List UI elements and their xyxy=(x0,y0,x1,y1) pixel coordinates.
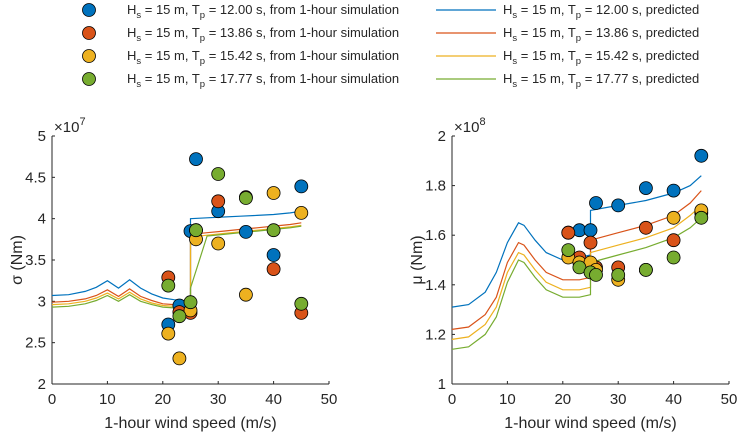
data-point xyxy=(189,223,203,238)
data-point xyxy=(694,148,709,163)
y-tick-label: 1 xyxy=(438,376,446,393)
y-tick-label: 1.6 xyxy=(425,227,446,244)
data-point xyxy=(172,351,187,366)
x-axis-label: 1-hour wind speed (m/s) xyxy=(104,415,277,432)
data-point xyxy=(583,235,598,250)
data-point xyxy=(666,210,681,225)
y-tick-label: 5 xyxy=(38,128,46,145)
legend-entry-sim: Hs = 15 m, Tp = 17.77 s, from 1-hour sim… xyxy=(82,71,399,90)
y-exponent: ×108 xyxy=(454,116,486,136)
y-tick-label: 1.8 xyxy=(425,178,446,195)
data-point xyxy=(238,287,253,302)
legend-entry-pred: Hs = 15 m, Tp = 15.42 s, predicted xyxy=(436,48,699,67)
data-point xyxy=(611,198,626,213)
data-point xyxy=(611,267,626,282)
x-tick-label: 20 xyxy=(554,391,571,408)
legend-label-sim: Hs = 15 m, Tp = 13.86 s, from 1-hour sim… xyxy=(127,25,399,44)
data-point xyxy=(189,152,203,167)
data-point xyxy=(238,224,253,239)
predicted-line xyxy=(451,204,702,340)
data-point xyxy=(211,194,226,209)
x-tick-label: 10 xyxy=(99,391,116,408)
data-point xyxy=(266,248,281,262)
data-point xyxy=(694,210,709,225)
data-point xyxy=(294,179,309,194)
legend-label-sim: Hs = 15 m, Tp = 17.77 s, from 1-hour sim… xyxy=(127,71,399,90)
legend-label-sim: Hs = 15 m, Tp = 12.00 s, from 1-hour sim… xyxy=(127,2,399,21)
legend-label-pred: Hs = 15 m, Tp = 12.00 s, predicted xyxy=(503,2,699,21)
data-point xyxy=(294,296,309,311)
data-point xyxy=(294,205,309,220)
data-point xyxy=(561,225,576,240)
data-point xyxy=(238,191,253,205)
data-point xyxy=(161,278,176,293)
data-point xyxy=(266,262,281,277)
y-tick-label: 2 xyxy=(438,128,446,145)
legend-marker xyxy=(82,72,96,86)
legend: Hs = 15 m, Tp = 12.00 s, from 1-hour sim… xyxy=(82,2,699,90)
predicted-line xyxy=(51,222,302,307)
legend-label-pred: Hs = 15 m, Tp = 15.42 s, predicted xyxy=(503,48,699,67)
y-exponent: ×107 xyxy=(54,116,86,136)
predicted-line xyxy=(51,225,302,310)
data-point xyxy=(211,167,226,181)
data-point xyxy=(639,262,653,277)
legend-label-pred: Hs = 15 m, Tp = 17.77 s, predicted xyxy=(503,71,699,90)
legend-entry-sim: Hs = 15 m, Tp = 13.86 s, from 1-hour sim… xyxy=(82,25,399,44)
mu-plot: 0 10 20 30 40 50 1 1.2 1.4 1.6 1.8 2 ×108 1-hour wind… xyxy=(409,116,737,432)
data-point xyxy=(666,233,681,248)
data-point xyxy=(666,250,681,265)
legend-label-pred: Hs = 15 m, Tp = 13.86 s, predicted xyxy=(503,25,699,44)
x-tick-label: 20 xyxy=(154,391,171,408)
data-point xyxy=(211,236,226,251)
y-tick-label: 3 xyxy=(38,293,46,310)
y-axis-label: σ (Nm) xyxy=(9,235,26,285)
y-tick-label: 3.5 xyxy=(25,252,46,269)
data-point xyxy=(583,223,598,238)
x-tick-label: 50 xyxy=(321,391,338,408)
legend-marker xyxy=(82,49,96,63)
legend-marker xyxy=(82,26,96,40)
legend-entry-pred: Hs = 15 m, Tp = 17.77 s, predicted xyxy=(436,71,699,90)
legend-marker xyxy=(82,3,96,17)
data-point xyxy=(589,267,603,282)
x-tick-label: 10 xyxy=(499,391,516,408)
x-tick-label: 0 xyxy=(48,391,56,408)
predicted-line xyxy=(51,224,302,308)
data-point xyxy=(183,295,198,310)
x-tick-label: 50 xyxy=(721,391,738,408)
legend-label-sim: Hs = 15 m, Tp = 15.42 s, from 1-hour sim… xyxy=(127,48,399,67)
predicted-line xyxy=(451,175,702,308)
data-point xyxy=(266,223,281,238)
y-tick-label: 1.2 xyxy=(425,326,446,343)
legend-entry-pred: Hs = 15 m, Tp = 13.86 s, predicted xyxy=(436,25,699,44)
legend-entry-pred: Hs = 15 m, Tp = 12.00 s, predicted xyxy=(436,2,699,21)
legend-entry-sim: Hs = 15 m, Tp = 12.00 s, from 1-hour sim… xyxy=(82,2,399,21)
data-point xyxy=(266,186,281,200)
data-point xyxy=(561,243,576,258)
y-tick-label: 2 xyxy=(38,376,46,393)
y-axis-label: μ (Nm) xyxy=(409,235,426,284)
x-tick-label: 30 xyxy=(610,391,627,408)
x-tick-label: 30 xyxy=(210,391,227,408)
x-tick-label: 40 xyxy=(665,391,682,408)
sigma-plot: 0 10 20 30 40 50 2 2.5 3 3.5 4 4.5 5 ×107 1-hour wind … xyxy=(9,116,337,432)
y-tick-label: 1.4 xyxy=(425,277,446,294)
data-point xyxy=(161,326,176,341)
x-tick-label: 40 xyxy=(265,391,282,408)
data-point xyxy=(639,220,653,235)
x-tick-label: 0 xyxy=(448,391,456,408)
data-point xyxy=(589,196,603,210)
legend-entry-sim: Hs = 15 m, Tp = 15.42 s, from 1-hour sim… xyxy=(82,48,399,67)
data-point xyxy=(639,181,653,196)
data-point xyxy=(172,309,187,324)
predicted-line xyxy=(51,210,302,302)
y-tick-label: 4.5 xyxy=(25,169,46,186)
x-axis-label: 1-hour wind speed (m/s) xyxy=(504,415,677,432)
y-tick-label: 4 xyxy=(38,211,46,228)
data-point xyxy=(666,183,681,198)
y-tick-label: 2.5 xyxy=(25,335,46,352)
predicted-line xyxy=(451,217,702,350)
